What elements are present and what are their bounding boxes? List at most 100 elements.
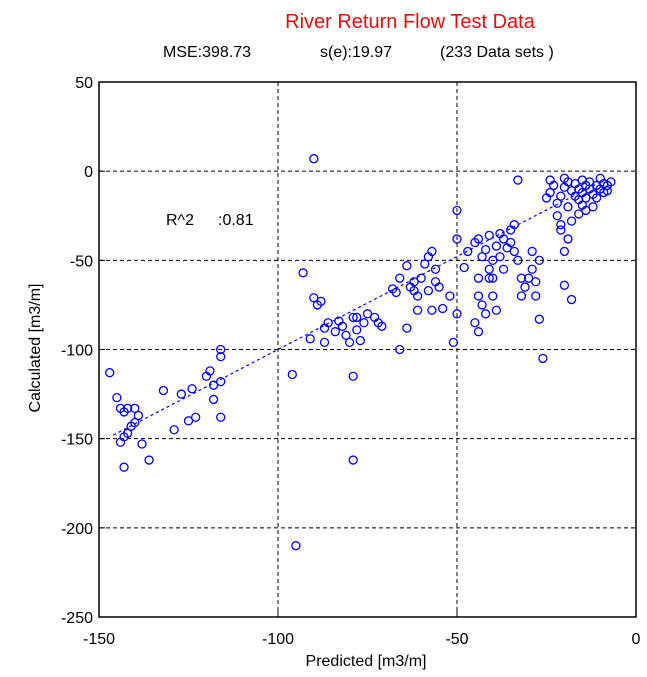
data-point [348, 312, 358, 323]
chart-title: River Return Flow Test Data [285, 11, 536, 33]
data-point [534, 255, 544, 265]
data-point [409, 285, 419, 296]
y-tick-label: 50 [75, 75, 93, 92]
data-point [409, 277, 419, 287]
data-point [509, 246, 519, 257]
data-point [362, 309, 373, 319]
data-point [591, 193, 602, 203]
data-point [584, 177, 595, 187]
data-point [470, 318, 480, 328]
data-point [491, 241, 502, 251]
data-point [463, 246, 473, 257]
data-point [122, 403, 133, 414]
data-point [506, 237, 516, 248]
data-point [309, 293, 319, 303]
data-point [427, 305, 437, 315]
data-point [402, 323, 412, 333]
data-point [344, 337, 355, 348]
data-point [287, 369, 297, 380]
data-point [112, 392, 122, 403]
data-point [183, 416, 194, 426]
mse-value: MSE:398.73 [163, 44, 251, 61]
data-point [430, 264, 441, 274]
data-point [305, 334, 315, 344]
data-point [216, 344, 226, 355]
data-point [459, 262, 469, 273]
data-point [187, 384, 197, 394]
data-point [319, 337, 330, 348]
data-point [488, 291, 498, 301]
data-point [348, 371, 358, 381]
data-point [434, 282, 444, 292]
data-point [531, 291, 541, 301]
data-point [420, 259, 430, 269]
data-point [563, 202, 573, 212]
data-point [355, 335, 365, 346]
data-point [416, 273, 426, 283]
data-point [452, 205, 462, 216]
data-point [137, 439, 147, 449]
data-point [122, 428, 133, 438]
data-point [176, 389, 186, 399]
r2-value: :0.81 [218, 212, 254, 229]
data-point [130, 417, 140, 428]
data-point [498, 234, 509, 244]
data-point [574, 209, 584, 219]
data-point [516, 291, 527, 301]
data-point [216, 376, 226, 387]
data-point [412, 305, 423, 315]
data-point [309, 154, 319, 164]
data-point [169, 425, 179, 435]
data-point [563, 234, 573, 244]
y-tick-label: 0 [84, 164, 93, 181]
data-point [480, 244, 491, 255]
data-point [606, 177, 616, 187]
data-point [556, 225, 566, 235]
data-point [559, 246, 570, 257]
y-tick-label: -200 [61, 521, 93, 538]
data-point [438, 303, 448, 314]
data-point [402, 261, 412, 271]
x-tick-label: -100 [262, 631, 294, 648]
data-point [298, 268, 308, 278]
y-tick-label: -150 [61, 432, 93, 449]
data-point [352, 325, 362, 335]
data-point [395, 344, 405, 355]
data-point [484, 230, 494, 241]
data-point [549, 180, 559, 191]
data-point [377, 321, 387, 331]
data-point [216, 351, 226, 362]
data-point [534, 314, 544, 324]
data-point [495, 252, 505, 262]
data-point [473, 327, 484, 337]
y-tick-label: -100 [61, 343, 93, 360]
data-points [105, 154, 616, 551]
data-point [427, 246, 437, 257]
data-point [488, 273, 498, 283]
data-point [556, 191, 566, 201]
data-point [552, 198, 562, 208]
data-point [566, 216, 577, 226]
x-tick-label: -150 [83, 631, 115, 648]
data-point [452, 309, 462, 319]
data-point [473, 234, 484, 244]
data-point [445, 291, 455, 301]
data-point [588, 202, 598, 212]
y-tick-label: -50 [70, 253, 93, 270]
data-point [291, 541, 301, 551]
data-point [144, 455, 154, 465]
data-point [352, 312, 362, 323]
data-point [130, 403, 140, 414]
data-point [216, 412, 226, 422]
data-point [513, 255, 523, 265]
x-tick-label: 0 [632, 631, 641, 648]
data-point [480, 309, 491, 319]
data-point [538, 353, 548, 364]
data-point [498, 264, 509, 274]
data-point [556, 220, 566, 230]
data-point [473, 291, 484, 301]
data-point [323, 318, 333, 328]
data-point [523, 273, 534, 283]
data-point [527, 246, 537, 257]
